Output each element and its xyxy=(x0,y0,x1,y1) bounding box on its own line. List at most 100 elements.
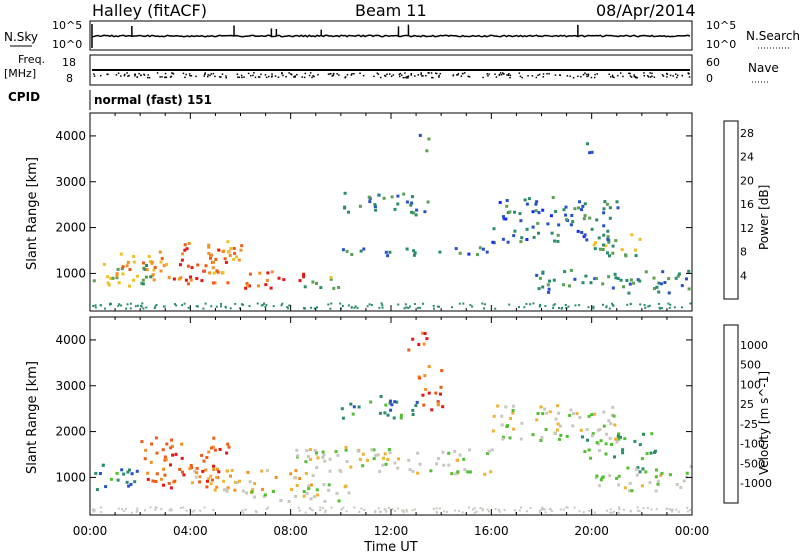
data-cell xyxy=(163,455,167,459)
x-tick-label: 00:00 xyxy=(675,524,710,538)
data-cell xyxy=(130,472,134,476)
data-cell xyxy=(368,303,371,306)
data-cell xyxy=(347,491,351,495)
nave-dot xyxy=(327,73,330,75)
data-cell xyxy=(588,510,591,512)
data-cell xyxy=(572,412,575,416)
data-cell xyxy=(511,411,515,415)
colorbar-tick-label: 1000 xyxy=(740,339,768,352)
data-cell xyxy=(274,475,278,479)
data-cell xyxy=(374,510,377,513)
data-cell xyxy=(412,211,416,215)
data-cell xyxy=(589,281,593,285)
data-cell xyxy=(628,481,632,485)
data-cell xyxy=(315,466,319,470)
data-cell xyxy=(316,456,320,460)
data-cell xyxy=(353,306,356,309)
data-cell xyxy=(209,253,212,257)
data-cell xyxy=(502,435,505,439)
y-tick-label: 4000 xyxy=(55,333,86,347)
data-cell xyxy=(140,440,144,444)
nave-dot xyxy=(138,72,140,75)
nave-dot xyxy=(209,74,211,77)
data-cell xyxy=(438,305,441,308)
data-cell xyxy=(380,302,383,305)
data-cell xyxy=(202,459,206,463)
data-cell xyxy=(381,304,384,307)
data-cell xyxy=(294,476,298,480)
data-cell xyxy=(211,266,215,270)
data-cell xyxy=(153,266,157,269)
data-cell xyxy=(345,460,349,463)
data-cell xyxy=(611,302,614,305)
data-cell xyxy=(602,211,606,215)
data-cell xyxy=(620,248,624,252)
y-tick-label: 2000 xyxy=(55,425,86,439)
data-cell xyxy=(367,195,371,199)
data-cell xyxy=(388,250,392,254)
data-cell xyxy=(104,485,108,489)
data-cell xyxy=(374,453,378,457)
nave-dot xyxy=(281,72,283,75)
nave-dot xyxy=(651,75,653,77)
nsky-tick-high: 10^5 xyxy=(52,19,82,32)
data-cell xyxy=(433,307,435,310)
data-cell xyxy=(578,510,581,513)
data-cell xyxy=(411,337,415,341)
nave-dot xyxy=(661,74,664,76)
data-cell xyxy=(302,275,306,279)
data-cell xyxy=(229,247,233,251)
data-cell xyxy=(552,304,555,307)
data-cell xyxy=(486,452,490,455)
data-cell xyxy=(370,304,373,306)
data-cell xyxy=(425,337,429,341)
data-cell xyxy=(159,477,163,481)
data-cell xyxy=(109,303,111,306)
data-cell xyxy=(414,213,418,217)
data-cell xyxy=(309,508,312,511)
nave-dot xyxy=(161,76,163,78)
nave-dot xyxy=(240,74,243,77)
data-cell xyxy=(390,195,394,199)
data-cell xyxy=(606,229,610,233)
data-cell xyxy=(117,507,120,510)
data-cell xyxy=(405,200,409,204)
data-cell xyxy=(162,305,165,308)
nave-dot xyxy=(610,76,612,78)
data-cell xyxy=(553,431,557,435)
data-cell xyxy=(190,481,194,485)
data-cell xyxy=(604,452,608,456)
data-cell xyxy=(602,243,605,247)
data-cell xyxy=(109,277,113,280)
colorbar-tick-label: -100 xyxy=(740,438,765,451)
data-cell xyxy=(171,444,174,448)
data-cell xyxy=(316,306,318,309)
data-cell xyxy=(226,281,230,285)
data-cell xyxy=(456,470,460,474)
nave-dot xyxy=(452,74,455,76)
data-cell xyxy=(622,285,625,289)
data-cell xyxy=(685,277,688,281)
data-cell xyxy=(567,305,570,308)
nsky-spikes xyxy=(91,24,579,48)
data-cell xyxy=(680,284,684,288)
data-cell xyxy=(656,479,660,483)
data-cell xyxy=(543,508,546,511)
data-cell xyxy=(638,237,642,241)
data-cell xyxy=(492,414,496,418)
data-cell xyxy=(125,264,129,268)
data-cell xyxy=(576,229,580,233)
data-cell xyxy=(547,290,551,294)
data-cell xyxy=(201,469,205,473)
data-cell xyxy=(382,196,386,200)
nave-dot xyxy=(290,73,292,75)
data-cell xyxy=(413,251,417,255)
data-cell xyxy=(544,305,547,308)
data-cell xyxy=(617,474,621,478)
data-cell xyxy=(344,445,348,449)
nave-dot xyxy=(630,76,633,78)
data-cell xyxy=(478,246,482,250)
data-cell xyxy=(391,508,394,511)
data-cell xyxy=(565,218,568,222)
data-cell xyxy=(379,395,383,398)
